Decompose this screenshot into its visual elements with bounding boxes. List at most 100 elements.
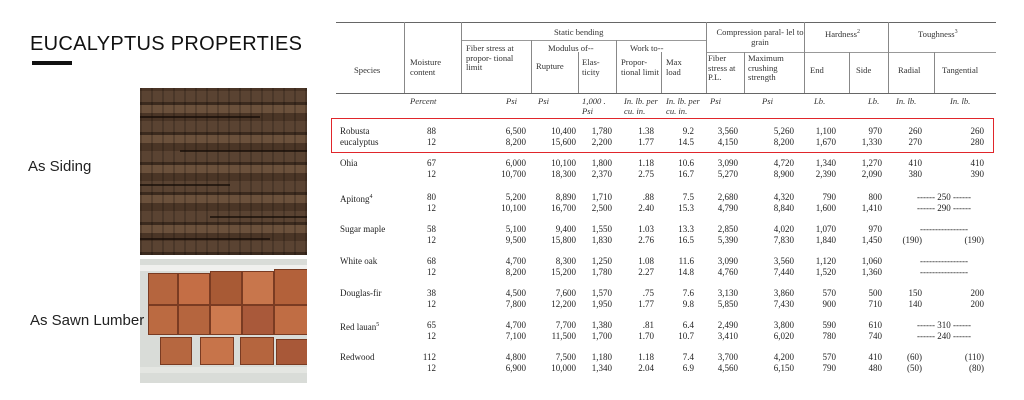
species-label: Sugar maple — [340, 224, 386, 234]
table-cell: 1,070 — [815, 224, 836, 234]
table-cell: 200 — [970, 299, 985, 309]
table-cell: 10,700 — [501, 169, 526, 179]
table-cell: 7.5 — [682, 192, 694, 202]
table-cell: 1.08 — [638, 256, 654, 266]
species-name: Redwood — [340, 352, 406, 363]
table-cell: 16,700 — [551, 203, 576, 213]
header-static-bending: Static bending — [554, 27, 604, 37]
table-cell: 4,720 — [773, 158, 794, 168]
header-tangential: Tangential — [942, 65, 979, 75]
table-cell: 12 — [427, 169, 436, 179]
table-cell: .75 — [642, 288, 654, 298]
table-cell: 3,560 — [773, 256, 794, 266]
table-cell: 7,800 — [505, 299, 526, 309]
table-cell: 7,600 — [555, 288, 576, 298]
table-cell: 12,200 — [551, 299, 576, 309]
table-cell: 150 — [908, 288, 923, 298]
table-cell: ---------------- — [920, 256, 968, 266]
table-cell: 1,780 — [591, 126, 612, 136]
table-cell: 12 — [427, 235, 436, 245]
table-cell: 58 — [427, 224, 436, 234]
table-cell: 740 — [868, 331, 883, 341]
table-cell: 8,840 — [773, 203, 794, 213]
table-cell: 1,270 — [861, 158, 882, 168]
table-cell: 9,500 — [505, 235, 526, 245]
table-cell: (50) — [907, 363, 922, 373]
species-name: Robusta eucalyptus — [340, 126, 406, 148]
header-end: End — [810, 65, 824, 75]
table-cell: 1,340 — [815, 158, 836, 168]
unit-rupture: Psi — [538, 96, 549, 106]
header-side: Side — [856, 65, 872, 75]
table-cell: 5,200 — [505, 192, 526, 202]
unit-side: Lb. — [868, 96, 880, 106]
table-cell: 3,860 — [773, 288, 794, 298]
table-cell: 2,370 — [591, 169, 612, 179]
table-cell: 5,390 — [717, 235, 738, 245]
species-footnote: 5 — [376, 322, 380, 328]
table-cell: 1,360 — [861, 267, 882, 277]
table-cell: 1,250 — [591, 256, 612, 266]
table-cell: 280 — [970, 137, 985, 147]
table-cell: 3,090 — [717, 158, 738, 168]
table-cell: 2.40 — [638, 203, 654, 213]
table-cell: 3,410 — [717, 331, 738, 341]
table-cell: 15.3 — [678, 203, 694, 213]
table-cell: 9.2 — [682, 126, 694, 136]
table-cell: 8,300 — [555, 256, 576, 266]
species-name: White oak — [340, 256, 406, 267]
table-cell: 88 — [427, 126, 436, 136]
table-cell: 1,570 — [591, 288, 612, 298]
table-cell: 710 — [868, 299, 883, 309]
table-cell: 13.3 — [678, 224, 694, 234]
table-cell: .88 — [642, 192, 654, 202]
table-cell: 12 — [427, 363, 436, 373]
table-cell: 7,430 — [773, 299, 794, 309]
table-cell: 10,100 — [551, 158, 576, 168]
species-label: Robusta eucalyptus — [340, 126, 379, 147]
species-label: Redwood — [340, 352, 375, 362]
table-cell: 4,150 — [717, 137, 738, 147]
table-cell: 5,260 — [773, 126, 794, 136]
table-cell: 12 — [427, 331, 436, 341]
table-cell: 80 — [427, 192, 436, 202]
table-cell: 1.38 — [638, 126, 654, 136]
table-cell: (80) — [969, 363, 984, 373]
table-cell: ------ 310 ------ — [917, 320, 971, 330]
table-cell: 1,840 — [815, 235, 836, 245]
table-cell: ------ 250 ------ — [917, 192, 971, 202]
table-cell: 2.27 — [638, 267, 654, 277]
table-cell: 6,500 — [505, 126, 526, 136]
table-cell: 4,800 — [505, 352, 526, 362]
table-cell: 790 — [822, 192, 837, 202]
header-modulus-of: Modulus of-- — [548, 43, 594, 53]
table-cell: 4,760 — [717, 267, 738, 277]
table-cell: 14.5 — [678, 137, 694, 147]
unit-crushing: Psi — [762, 96, 773, 106]
table-cell: 5,100 — [505, 224, 526, 234]
table-cell: 1,340 — [591, 363, 612, 373]
table-cell: 8,200 — [505, 137, 526, 147]
table-cell: 4,700 — [505, 320, 526, 330]
table-cell: 570 — [822, 352, 837, 362]
unit-end: Lb. — [814, 96, 826, 106]
table-cell: 1,700 — [591, 331, 612, 341]
table-cell: 2.76 — [638, 235, 654, 245]
table-cell: 1,550 — [591, 224, 612, 234]
table-cell: 2,680 — [717, 192, 738, 202]
table-cell: 9,400 — [555, 224, 576, 234]
species-label: Red lauan — [340, 322, 377, 332]
table-cell: 3,090 — [717, 256, 738, 266]
table-cell: 2,390 — [815, 169, 836, 179]
species-name: Ohia — [340, 158, 406, 169]
table-cell: 1,780 — [591, 267, 612, 277]
species-footnote: 4 — [369, 194, 373, 200]
table-cell: 970 — [868, 224, 883, 234]
properties-table: Species Moisture content Static bending … — [336, 22, 996, 386]
table-cell: 6.4 — [682, 320, 694, 330]
header-species: Species — [354, 65, 381, 75]
unit-tangential: In. lb. — [950, 96, 971, 106]
table-cell: ------ 240 ------ — [917, 331, 971, 341]
table-cell: 260 — [908, 126, 923, 136]
table-cell: 67 — [427, 158, 436, 168]
